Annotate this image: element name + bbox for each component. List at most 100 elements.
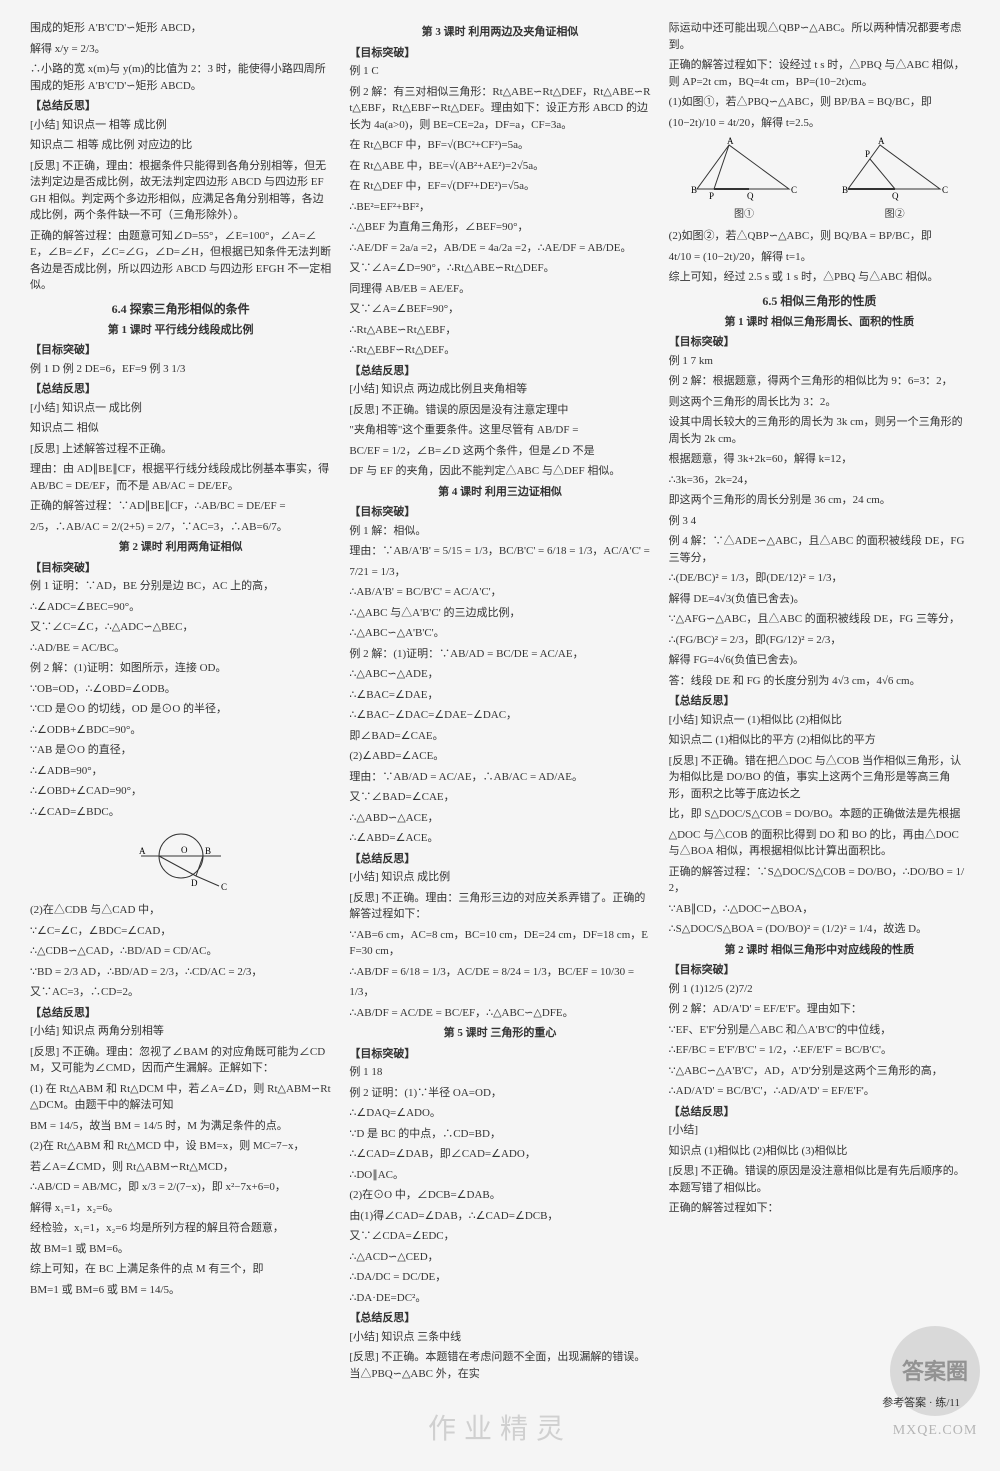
watermark-url: MXQE.COM xyxy=(890,1420,980,1441)
watermark-text: 作业精灵 xyxy=(428,1409,572,1451)
text-line: △DOC 与△COB 的面积比得到 DO 和 BO 的比，再由△DOC 与△BO… xyxy=(669,827,970,860)
text-line: 围成的矩形 A'B'C'D'∽矩形 ABCD， xyxy=(30,20,331,37)
section-heading: 6.4 探索三角形相似的条件 xyxy=(30,300,331,318)
text-line: 际运动中还可能出现△QBP∽△ABC。所以两种情况都要考虑到。 xyxy=(669,20,970,53)
svg-text:Q: Q xyxy=(747,191,754,201)
text-line: (2)如图②，若△QBP∽△ABC，则 BQ/BA = BP/BC，即 xyxy=(669,228,970,245)
text-line: 知识点二 相等 成比例 对应边的比 xyxy=(30,137,331,154)
text-line: [小结] 知识点一 (1)相似比 (2)相似比 xyxy=(669,712,970,729)
text-line: 又∵∠CDA=∠EDC， xyxy=(349,1228,650,1245)
text-line: 例 1 18 xyxy=(349,1064,650,1081)
text-line: ∵CD 是⊙O 的切线，OD 是⊙O 的半径， xyxy=(30,701,331,718)
text-line: BC/EF = 1/2，∠B=∠D 这两个条件，但是∠D 不是 xyxy=(349,443,650,460)
text-line: 又∵∠A=∠BEF=90°， xyxy=(349,301,650,318)
lesson-heading: 第 5 课时 三角形的重心 xyxy=(349,1025,650,1042)
target-heading: 【目标突破】 xyxy=(349,45,650,62)
text-line: [小结] 知识点 两角分别相等 xyxy=(30,1023,331,1040)
text-line: 正确的解答过程如下： xyxy=(669,1200,970,1217)
text-line: ∵BD = 2/3 AD，∴BD/AD = 2/3，∴CD/AC = 2/3， xyxy=(30,964,331,981)
text-line: ∴BE²=EF²+BF²， xyxy=(349,199,650,216)
text-line: ∴∠CAD=∠BDC。 xyxy=(30,804,331,821)
text-line: BM=1 或 BM=6 或 BM = 14/5。 xyxy=(30,1282,331,1299)
text-line: ∴∠CAD=∠DAB，即∠CAD=∠ADO， xyxy=(349,1146,650,1163)
page-container: 围成的矩形 A'B'C'D'∽矩形 ABCD， 解得 x/y = 2/3。 ∴小… xyxy=(0,0,1000,1446)
summary-heading: 【总结反思】 xyxy=(669,693,970,710)
text-line: ∵∠C=∠C，∠BDC=∠CAD， xyxy=(30,923,331,940)
text-line: [反思] 不正确。错误的原因是没有注意定理中 xyxy=(349,402,650,419)
text-line: ∴AE/DF = 2a/a =2，AB/DE = 4a/2a =2，∴AE/DF… xyxy=(349,240,650,257)
text-line: ∵AB∥CD，∴△DOC∽△BOA， xyxy=(669,901,970,918)
text-line: [反思] 不正确，理由：根据条件只能得到各角分别相等，但无法判定边是否成比例，故… xyxy=(30,158,331,224)
text-line: 解得 FG=4√6(负值已舍去)。 xyxy=(669,652,970,669)
text-line: 例 2 解：(1)证明：∵AB/AD = BC/DE = AC/AE， xyxy=(349,646,650,663)
text-line: 同理得 AB/EB = AE/EF。 xyxy=(349,281,650,298)
text-line: ∴EF/BC = E'F'/B'C' = 1/2，∴EF/E'F' = BC/B… xyxy=(669,1042,970,1059)
text-line: [小结] xyxy=(669,1122,970,1139)
lesson-heading: 第 4 课时 利用三边证相似 xyxy=(349,484,650,501)
text-line: ∴∠ODB+∠BDC=90°。 xyxy=(30,722,331,739)
text-line: ∴3k=36，2k=24， xyxy=(669,472,970,489)
column-2: 第 3 课时 利用两边及夹角证相似 【目标突破】 例 1 C 例 2 解：有三对… xyxy=(349,20,650,1386)
svg-text:C: C xyxy=(221,882,227,892)
svg-text:B: B xyxy=(842,185,848,195)
circle-diagram-icon: A O B D C xyxy=(121,826,241,896)
svg-text:O: O xyxy=(181,845,188,855)
text-line: 在 Rt△DEF 中，EF=√(DF²+DE²)=√5a。 xyxy=(349,178,650,195)
svg-text:Q: Q xyxy=(892,191,899,201)
text-line: [小结] 知识点 三条中线 xyxy=(349,1329,650,1346)
text-line: ∵EF、E'F'分别是△ABC 和△A'B'C'的中位线， xyxy=(669,1022,970,1039)
text-line: ∵D 是 BC 的中点，∴CD=BD， xyxy=(349,1126,650,1143)
text-line: ∴Rt△ABE∽Rt△EBF， xyxy=(349,322,650,339)
text-line: (2)在△CDB 与△CAD 中， xyxy=(30,902,331,919)
text-line: (2)在 Rt△ABM 和 Rt△MCD 中，设 BM=x，则 MC=7−x， xyxy=(30,1138,331,1155)
text-line: 1/3， xyxy=(349,984,650,1001)
svg-text:D: D xyxy=(191,878,198,888)
text-line: [小结] 知识点一 相等 成比例 xyxy=(30,117,331,134)
text-line: 例 2 解：根据题意，得两个三角形的相似比为 9：6=3：2， xyxy=(669,373,970,390)
target-heading: 【目标突破】 xyxy=(349,504,650,521)
text-line: ∵AB 是⊙O 的直径， xyxy=(30,742,331,759)
text-line: [反思] 不正确。理由：忽视了∠BAM 的对应角既可能为∠CDM，又可能为∠CM… xyxy=(30,1044,331,1077)
text-line: ∴AB/CD = AB/MC，即 x/3 = 2/(7−x)，即 x²−7x+6… xyxy=(30,1179,331,1196)
text-line: 知识点 (1)相似比 (2)相似比 (3)相似比 xyxy=(669,1143,970,1160)
text-line: 综上可知，经过 2.5 s 或 1 s 时，△PBQ 与△ABC 相似。 xyxy=(669,269,970,286)
text-line: ∴DO∥AC。 xyxy=(349,1167,650,1184)
text-line: [反思] 不正确。错误的原因是没注意相似比是有先后顺序的。本题写错了相似比。 xyxy=(669,1163,970,1196)
target-heading: 【目标突破】 xyxy=(30,560,331,577)
text-line: 正确的解答过程：∵AD∥BE∥CF，∴AB/BC = DE/EF = xyxy=(30,498,331,515)
summary-heading: 【总结反思】 xyxy=(30,381,331,398)
summary-heading: 【总结反思】 xyxy=(30,1005,331,1022)
text-line: ∴△ABD∽△ACE， xyxy=(349,810,650,827)
text-line: 正确的解答过程如下：设经过 t s 时，△PBQ 与△ABC 相似，则 AP=2… xyxy=(669,57,970,90)
text-line: 经检验，x₁=1，x₂=6 均是所列方程的解且符合题意， xyxy=(30,1220,331,1237)
text-line: 例 1 7 km xyxy=(669,353,970,370)
text-line: 解得 DE=4√3(负值已舍去)。 xyxy=(669,591,970,608)
text-line: 根据题意，得 3k+2k=60，解得 k=12， xyxy=(669,451,970,468)
text-line: ∵AB=6 cm，AC=8 cm，BC=10 cm，DE=24 cm，DF=18… xyxy=(349,927,650,960)
summary-heading: 【总结反思】 xyxy=(349,1310,650,1327)
text-line: 理由：∵AB/A'B' = 5/15 = 1/3，BC/B'C' = 6/18 … xyxy=(349,543,650,560)
text-line: 设其中周长较大的三角形的周长为 3k cm，则另一个三角形的周长为 2k cm。 xyxy=(669,414,970,447)
text-line: 综上可知，在 BC 上满足条件的点 M 有三个，即 xyxy=(30,1261,331,1278)
svg-text:C: C xyxy=(942,185,948,195)
text-line: ∴AD/BE = AC/BC。 xyxy=(30,640,331,657)
target-heading: 【目标突破】 xyxy=(349,1046,650,1063)
text-line: 又∵∠BAD=∠CAE， xyxy=(349,789,650,806)
text-line: 4t/10 = (10−2t)/20，解得 t=1。 xyxy=(669,249,970,266)
text-line: [反思] 不正确。理由：三角形三边的对应关系弄错了。正确的解答过程如下： xyxy=(349,890,650,923)
text-line: 由(1)得∠CAD=∠DAB，∴∠CAD=∠DCB， xyxy=(349,1208,650,1225)
summary-heading: 【总结反思】 xyxy=(349,363,650,380)
text-line: ∴△CDB∽△CAD，∴BD/AD = CD/AC。 xyxy=(30,943,331,960)
text-line: ∴S△DOC/S△BOA = (DO/BO)² = (1/2)² = 1/4，故… xyxy=(669,921,970,938)
triangle-diagram-1-icon: A B P Q C xyxy=(689,137,799,202)
text-line: ∴∠BAC=∠DAE， xyxy=(349,687,650,704)
text-line: ∵△AFG∽△ABC，且△ABC 的面积被线段 DE，FG 三等分， xyxy=(669,611,970,628)
svg-text:B: B xyxy=(205,846,211,856)
figure-label: 图② xyxy=(840,207,950,222)
text-line: ∴∠ADC=∠BEC=90°。 xyxy=(30,599,331,616)
text-line: 2/5，∴AB/AC = 2/(2+5) = 2/7，∵AC=3，∴AB=6/7… xyxy=(30,519,331,536)
summary-heading: 【总结反思】 xyxy=(669,1104,970,1121)
text-line: ∴DA·DE=DC²。 xyxy=(349,1290,650,1307)
text-line: 例 2 证明：(1)∵半径 OA=OD， xyxy=(349,1085,650,1102)
lesson-heading: 第 1 课时 相似三角形周长、面积的性质 xyxy=(669,314,970,331)
